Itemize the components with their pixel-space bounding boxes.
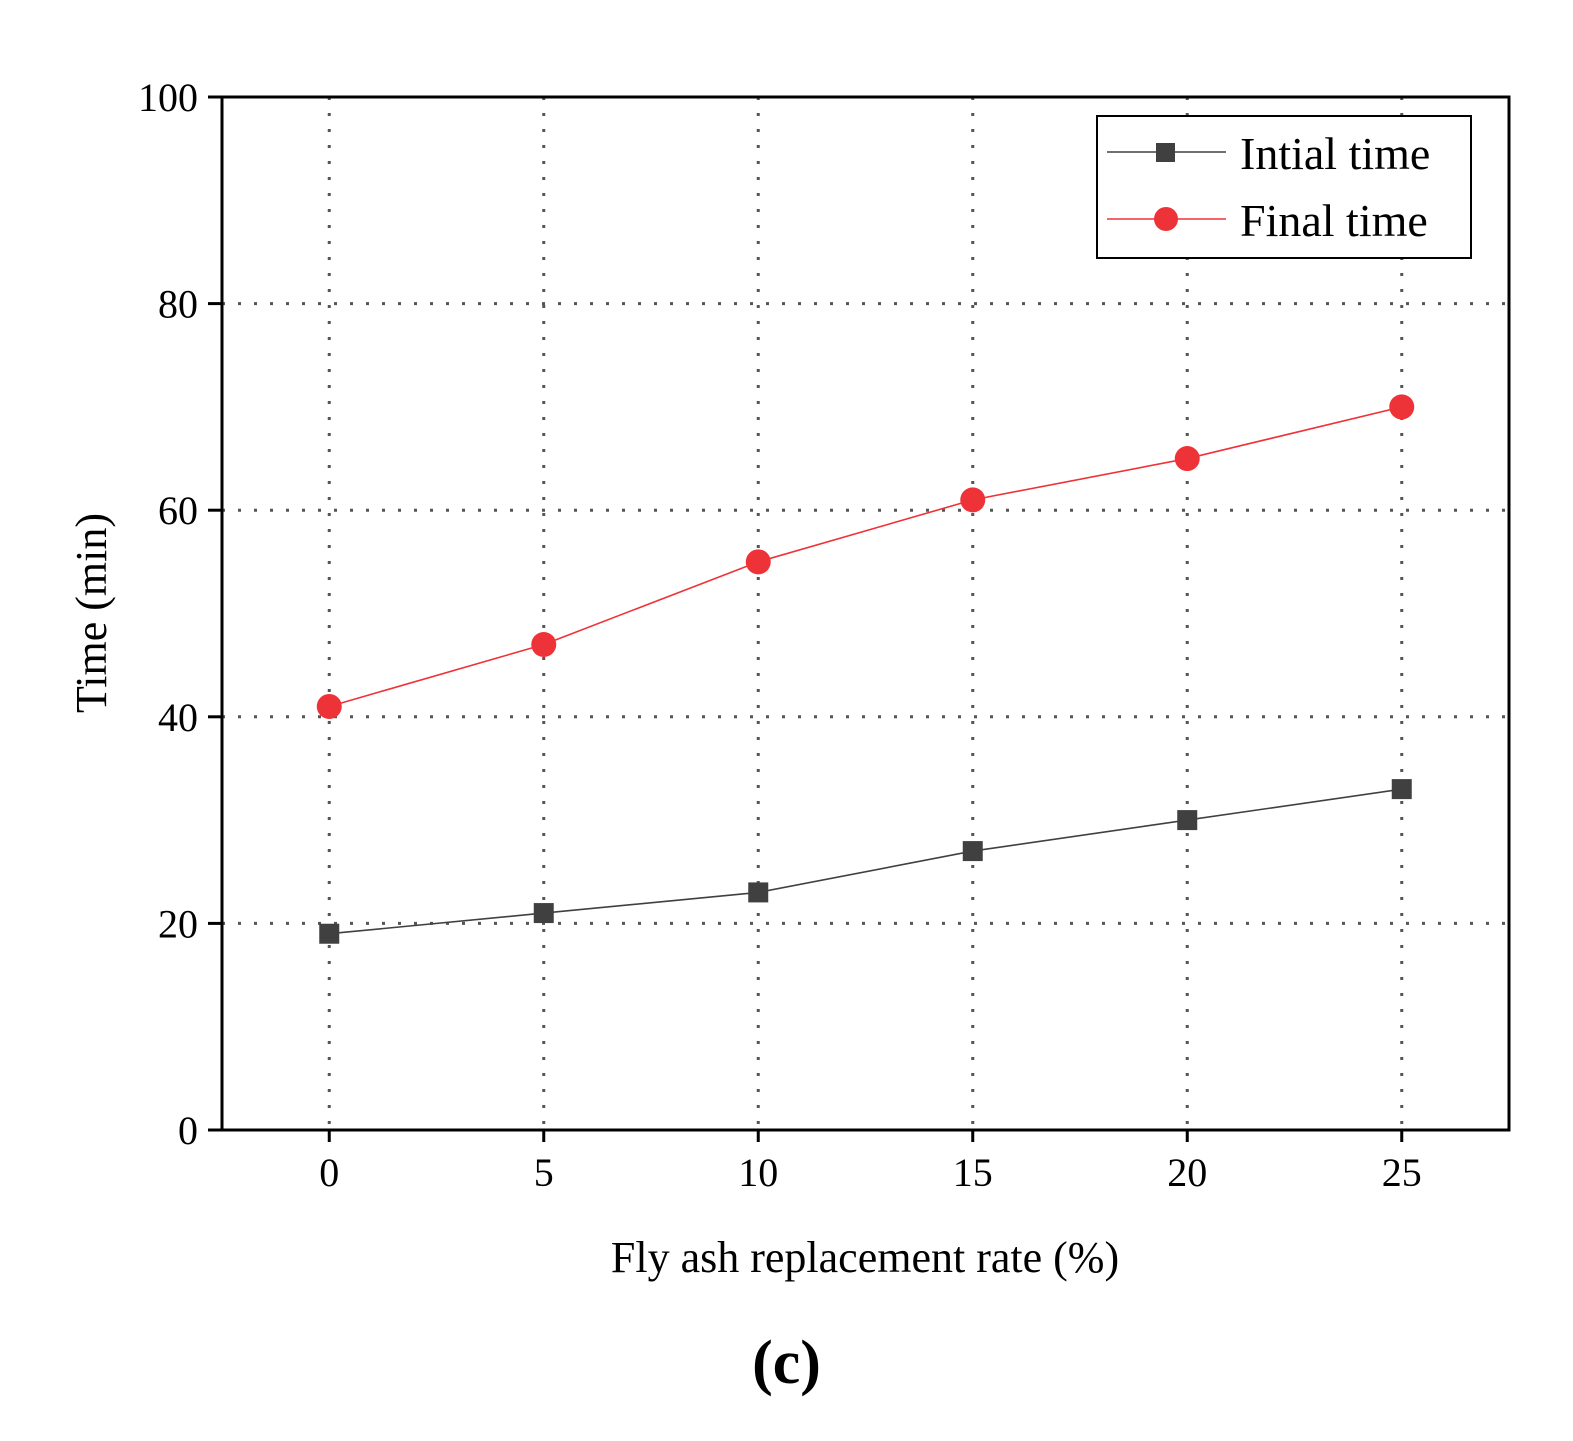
x-tick-label: 5 (534, 1150, 554, 1195)
x-tick-label: 0 (319, 1150, 339, 1195)
legend: Intial time Final time (1096, 115, 1472, 259)
data-point-final (531, 631, 557, 657)
series-line-final (329, 406, 1402, 708)
legend-label-final: Final time (1240, 195, 1428, 246)
legend-marker-final (1154, 207, 1178, 231)
data-point-final (745, 549, 771, 575)
x-tick-label: 15 (953, 1150, 993, 1195)
y-tick-label: 60 (158, 488, 198, 533)
data-point-final (1389, 394, 1415, 420)
data-point-initial (1177, 810, 1198, 831)
y-tick-label: 80 (158, 282, 198, 327)
grid-lines (222, 97, 1509, 1130)
x-tick-label: 20 (1167, 1150, 1207, 1195)
data-point-initial (748, 882, 769, 903)
data-point-initial (319, 923, 340, 944)
figure-label: (c) (752, 1329, 821, 1397)
axis-ticks: 0 5 10 15 20 25 0 20 40 60 80 100 (138, 75, 1422, 1195)
plot-frame (220, 95, 1511, 1132)
legend-label-initial: Intial time (1240, 128, 1430, 179)
series-line-initial (329, 788, 1402, 935)
data-point-final (960, 487, 986, 513)
y-axis-label: Time (min) (67, 513, 116, 713)
legend-marker-initial (1156, 143, 1175, 162)
data-point-initial (962, 841, 983, 862)
data-point-initial (1391, 779, 1412, 800)
legend-box (1096, 115, 1472, 259)
x-tick-label: 10 (738, 1150, 778, 1195)
y-tick-label: 20 (158, 901, 198, 946)
data-point-initial (533, 903, 554, 924)
data-point-final (316, 693, 342, 719)
series-layer (316, 394, 1415, 944)
x-axis-label: Fly ash replacement rate (%) (611, 1233, 1119, 1282)
x-tick-label: 25 (1382, 1150, 1422, 1195)
y-tick-label: 0 (178, 1108, 198, 1153)
data-point-final (1174, 446, 1200, 472)
y-tick-label: 100 (138, 75, 198, 120)
y-tick-label: 40 (158, 695, 198, 740)
